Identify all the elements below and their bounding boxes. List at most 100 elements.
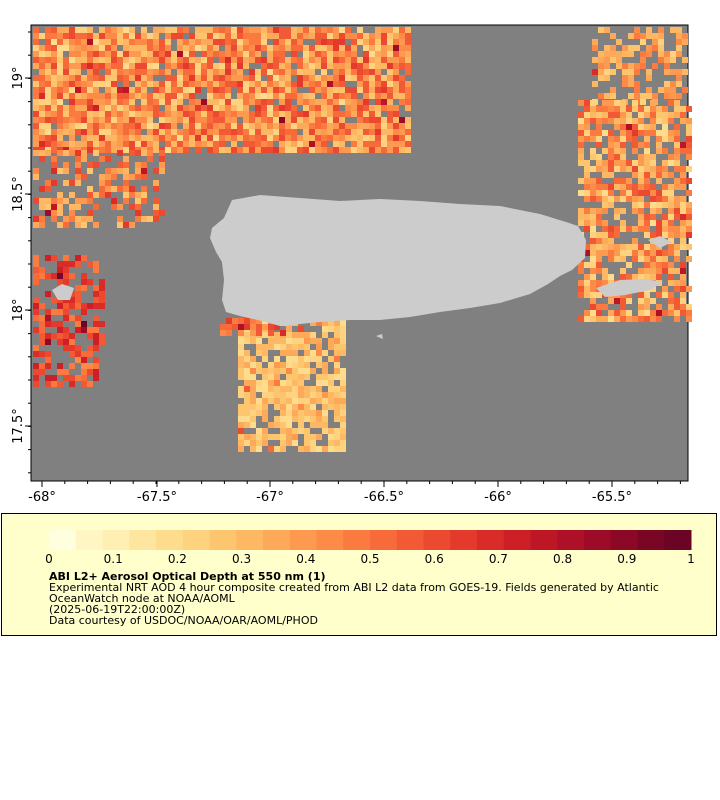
aod-pixel — [614, 208, 620, 214]
aod-pixel — [273, 111, 279, 117]
aod-pixel — [333, 33, 339, 39]
aod-pixel — [333, 75, 339, 81]
aod-pixel — [626, 136, 632, 142]
aod-pixel — [590, 112, 596, 118]
aod-pixel — [393, 105, 399, 111]
aod-pixel — [634, 87, 640, 93]
aod-pixel — [333, 51, 339, 57]
aod-pixel — [93, 204, 99, 210]
aod-pixel — [45, 45, 51, 51]
aod-pixel — [45, 255, 51, 261]
aod-pixel — [592, 69, 598, 75]
aod-pixel — [662, 214, 668, 220]
aod-pixel — [668, 292, 674, 298]
aod-pixel — [656, 232, 662, 238]
aod-pixel — [620, 268, 626, 274]
aod-pixel — [244, 404, 250, 410]
aod-pixel — [243, 39, 249, 45]
aod-pixel — [405, 147, 411, 153]
aod-pixel — [297, 75, 303, 81]
aod-pixel — [69, 180, 75, 186]
aod-pixel — [249, 147, 255, 153]
aod-pixel — [304, 416, 310, 422]
aod-pixel — [63, 63, 69, 69]
aod-pixel — [590, 310, 596, 316]
aod-pixel — [405, 105, 411, 111]
aod-pixel — [686, 226, 692, 232]
aod-pixel — [111, 75, 117, 81]
aod-pixel — [399, 123, 405, 129]
aod-pixel — [297, 147, 303, 153]
aod-pixel — [273, 81, 279, 87]
aod-pixel — [249, 81, 255, 87]
aod-pixel — [321, 51, 327, 57]
aod-pixel — [644, 274, 650, 280]
aod-pixel — [231, 141, 237, 147]
aod-pixel — [63, 327, 69, 333]
aod-pixel — [640, 57, 646, 63]
aod-pixel — [309, 63, 315, 69]
aod-pixel — [327, 81, 333, 87]
aod-pixel — [646, 75, 652, 81]
aod-pixel — [664, 63, 670, 69]
aod-pixel — [75, 129, 81, 135]
aod-pixel — [93, 81, 99, 87]
aod-pixel — [81, 27, 87, 33]
aod-pixel — [680, 226, 686, 232]
colorbar-swatch — [396, 530, 424, 550]
aod-pixel — [608, 130, 614, 136]
aod-pixel — [232, 324, 238, 330]
aod-pixel — [584, 214, 590, 220]
aod-pixel — [75, 315, 81, 321]
aod-pixel — [225, 117, 231, 123]
aod-pixel — [662, 256, 668, 262]
aod-pixel — [644, 256, 650, 262]
aod-pixel — [141, 99, 147, 105]
aod-pixel — [334, 386, 340, 392]
aod-pixel — [123, 162, 129, 168]
aod-pixel — [231, 51, 237, 57]
aod-pixel — [303, 129, 309, 135]
aod-pixel — [602, 106, 608, 112]
aod-pixel — [292, 428, 298, 434]
aod-pixel — [620, 274, 626, 280]
aod-pixel — [279, 99, 285, 105]
aod-pixel — [646, 45, 652, 51]
aod-pixel — [69, 111, 75, 117]
aod-pixel — [363, 123, 369, 129]
aod-pixel — [159, 168, 165, 174]
aod-pixel — [333, 69, 339, 75]
aod-pixel — [219, 81, 225, 87]
aod-pixel — [250, 380, 256, 386]
aod-pixel — [99, 156, 105, 162]
aod-pixel — [381, 105, 387, 111]
aod-pixel — [81, 375, 87, 381]
aod-pixel — [273, 57, 279, 63]
aod-pixel — [183, 39, 189, 45]
aod-pixel — [604, 57, 610, 63]
aod-pixel — [656, 256, 662, 262]
aod-pixel — [99, 285, 105, 291]
aod-pixel — [57, 51, 63, 57]
aod-pixel — [632, 130, 638, 136]
aod-pixel — [111, 63, 117, 69]
aod-pixel — [123, 63, 129, 69]
aod-pixel — [345, 69, 351, 75]
aod-pixel — [57, 222, 63, 228]
aod-pixel — [147, 123, 153, 129]
aod-pixel — [682, 69, 688, 75]
aod-pixel — [255, 93, 261, 99]
aod-pixel — [63, 369, 69, 375]
aod-pixel — [249, 27, 255, 33]
aod-pixel — [267, 57, 273, 63]
aod-pixel — [375, 63, 381, 69]
aod-pixel — [644, 214, 650, 220]
aod-pixel — [33, 369, 39, 375]
aod-pixel — [75, 351, 81, 357]
aod-pixel — [183, 123, 189, 129]
aod-pixel — [578, 214, 584, 220]
aod-pixel — [327, 57, 333, 63]
aod-pixel — [75, 291, 81, 297]
aod-pixel — [57, 45, 63, 51]
aod-pixel — [608, 154, 614, 160]
